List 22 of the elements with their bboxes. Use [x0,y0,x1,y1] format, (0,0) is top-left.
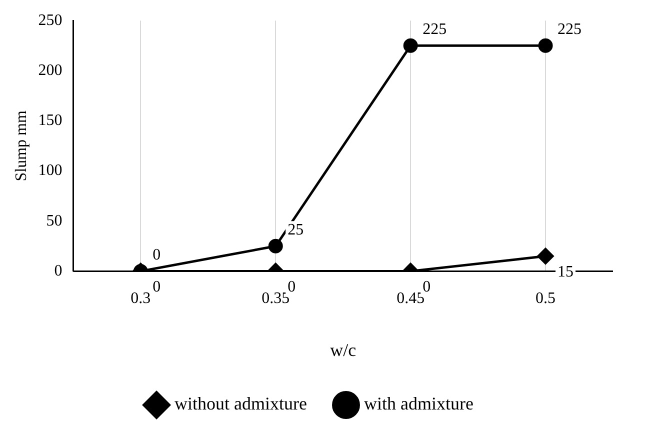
y-tick-label: 200 [38,62,62,79]
y-tick-label: 100 [38,162,62,180]
data-label: 225 [422,20,447,38]
y-tick-label: 0 [54,262,62,280]
x-tick-label: 0.5 [536,290,556,308]
legend-label: with admixture [364,394,474,414]
x-axis-title: w/c [330,340,356,360]
x-tick-label: 0.35 [262,290,290,308]
y-tick-label: 50 [46,212,62,230]
data-label: 0 [422,278,431,296]
y-axis-title: Slump mm [12,110,30,182]
data-label: 0 [152,246,161,264]
data-label: 15 [558,263,574,280]
y-tick-label: 150 [38,112,62,130]
data-label: 0 [288,278,296,296]
data-label: 0 [152,278,161,296]
data-label: 25 [288,221,304,238]
y-tick-label: 250 [38,12,62,29]
legend-label: without admixture [174,394,308,414]
data-label: 225 [558,20,582,38]
x-tick-label: 0.3 [130,290,151,308]
x-tick-label: 0.45 [396,290,425,308]
